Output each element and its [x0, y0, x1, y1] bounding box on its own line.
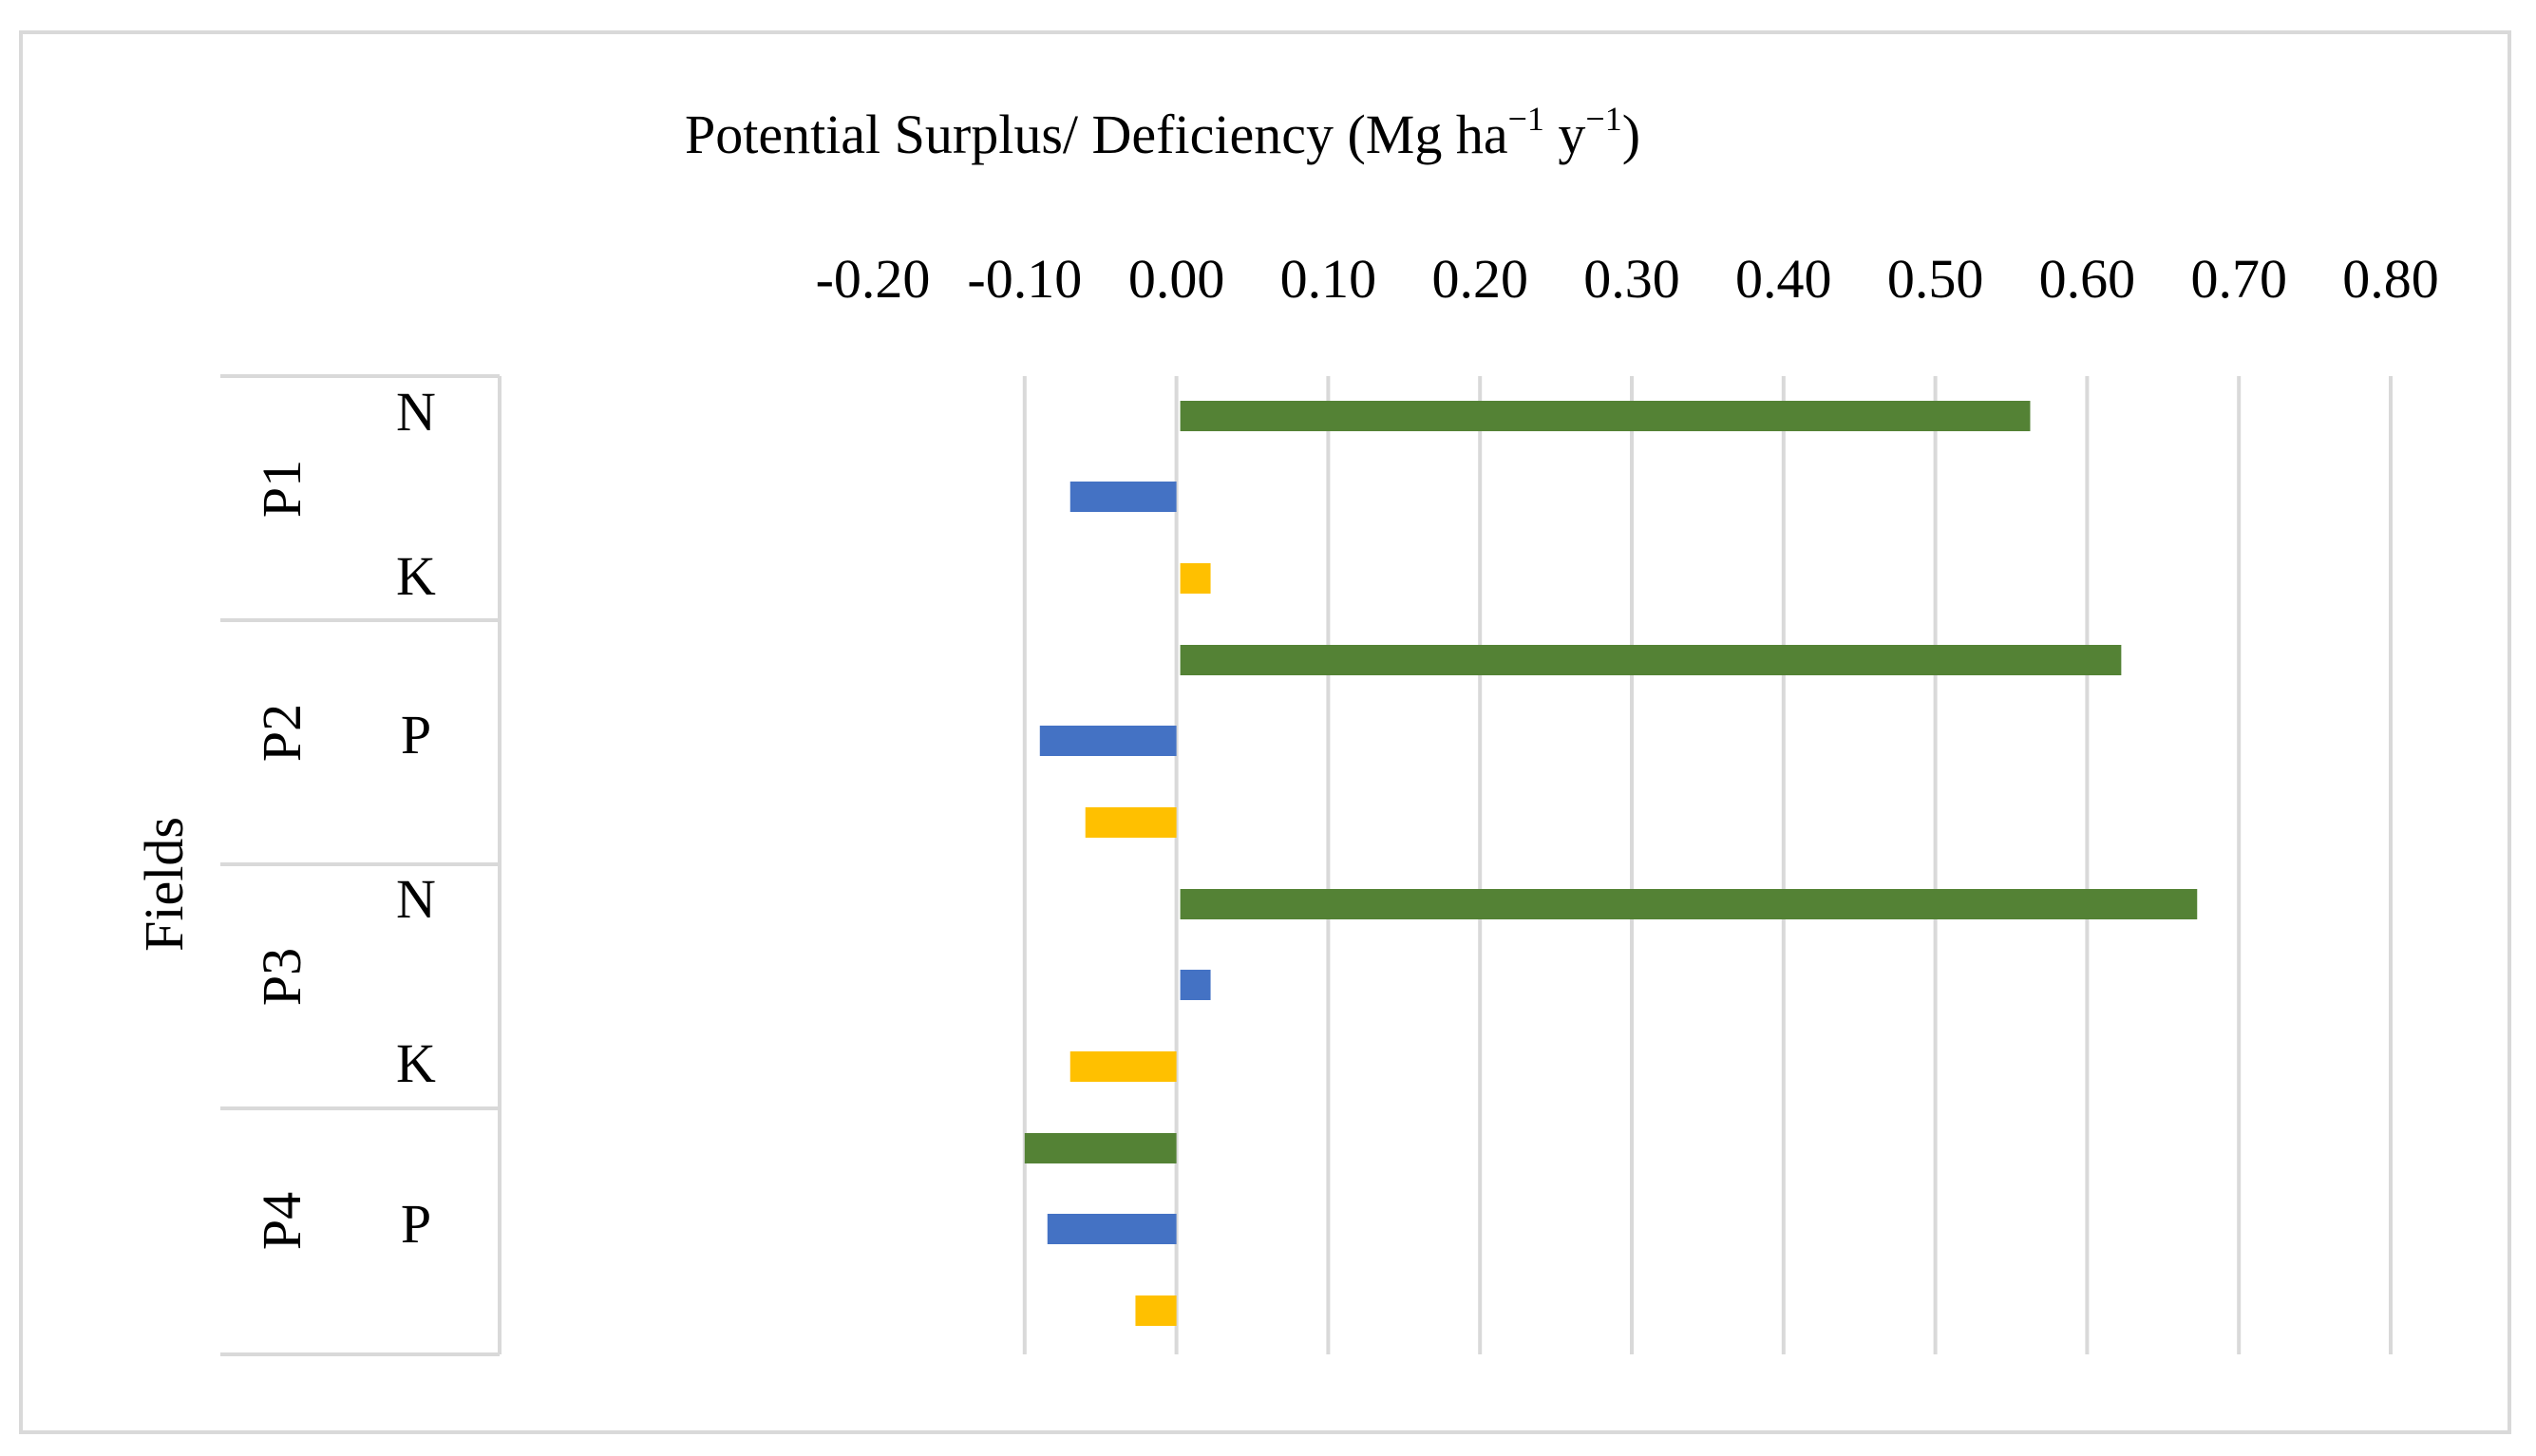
x-tick-label: 0.70 — [2190, 248, 2287, 310]
bar-k-p2 — [1085, 807, 1177, 838]
bar-n-p2 — [1180, 645, 2122, 675]
chart-frame: Potential Surplus/ Deficiency (Mg ha−1 y… — [19, 30, 2511, 1434]
bar-p-p1 — [1069, 482, 1177, 512]
x-tick-label: 0.30 — [1583, 248, 1680, 310]
x-tick-label: 0.00 — [1128, 248, 1225, 310]
category-label: K — [396, 545, 436, 607]
x-tick-label: 0.80 — [2342, 248, 2439, 310]
x-tick-label: 0.40 — [1735, 248, 1832, 310]
bar-n-p4 — [1024, 1133, 1177, 1163]
chart-svg: Potential Surplus/ Deficiency (Mg ha−1 y… — [133, 100, 2439, 1356]
x-tick-label: 0.20 — [1431, 248, 1528, 310]
y-axis-title: Fields — [133, 817, 195, 952]
bar-n-p1 — [1180, 401, 2031, 431]
category-label: P — [401, 704, 431, 766]
bar-n-p3 — [1180, 889, 2198, 919]
x-tick-label: -0.20 — [816, 248, 931, 310]
category-label: N — [396, 381, 436, 443]
x-tick-label: 0.60 — [2039, 248, 2136, 310]
x-tick-label: -0.10 — [967, 248, 1082, 310]
chart-title: Potential Surplus/ Deficiency (Mg ha−1 y… — [685, 100, 1640, 165]
group-label: P3 — [251, 948, 312, 1006]
category-label: N — [396, 868, 436, 930]
group-label: P1 — [251, 460, 312, 518]
bar-p-p3 — [1180, 970, 1211, 1000]
x-tick-label: 0.10 — [1280, 248, 1377, 310]
x-tick-label: 0.50 — [1887, 248, 1984, 310]
bar-p-p4 — [1047, 1214, 1177, 1244]
group-label: P4 — [251, 1192, 312, 1250]
bar-k-p3 — [1069, 1051, 1177, 1082]
bar-p-p2 — [1039, 726, 1177, 756]
bar-k-p1 — [1180, 563, 1211, 594]
category-label: K — [396, 1032, 436, 1094]
category-label: P — [401, 1193, 431, 1255]
bar-k-p4 — [1135, 1295, 1177, 1326]
group-label: P2 — [251, 704, 312, 762]
